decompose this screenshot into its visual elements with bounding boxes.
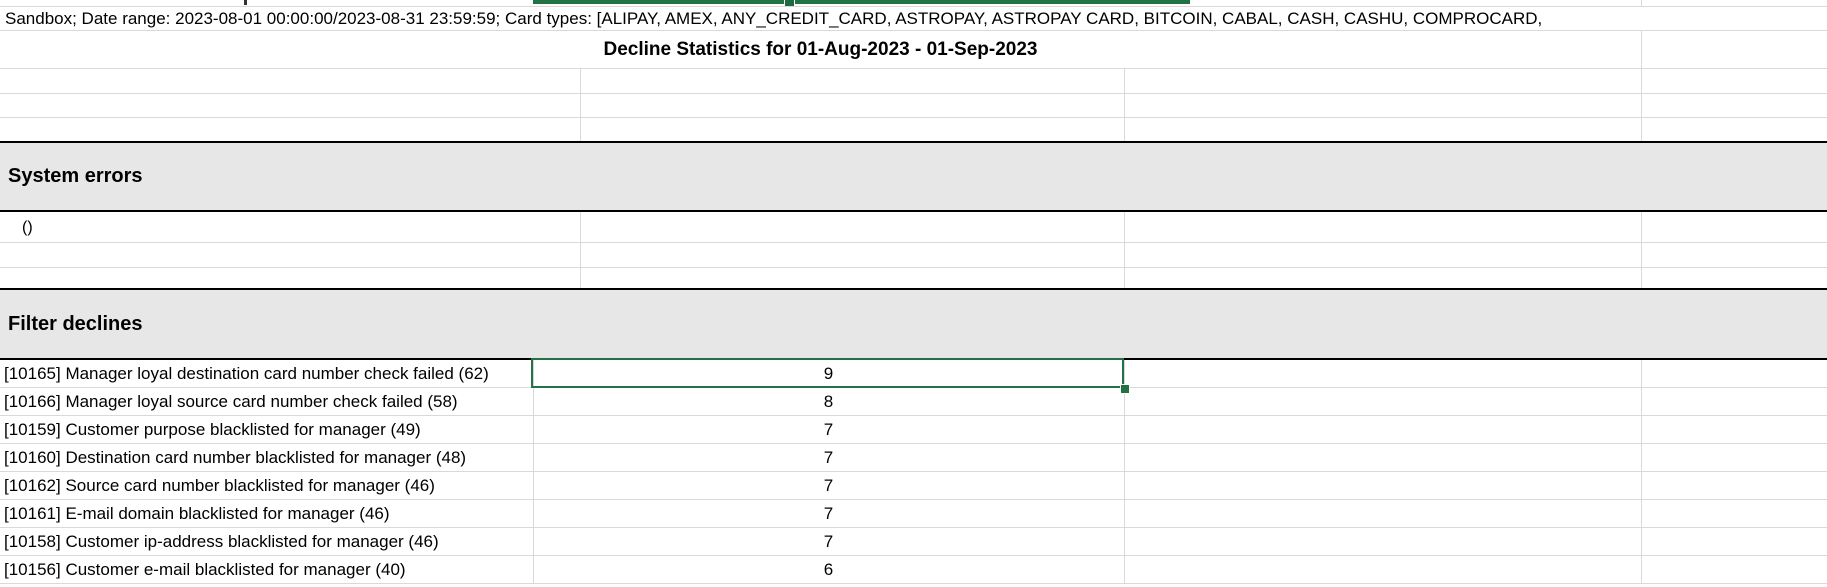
decline-count-cell[interactable]: 7	[823, 420, 834, 439]
decline-reason-cell[interactable]: [10162] Source card number blacklisted f…	[4, 476, 435, 495]
column-border	[1641, 31, 1642, 141]
decline-count-cell[interactable]: 9	[823, 364, 834, 383]
section-header-filter-declines[interactable]: Filter declines	[0, 290, 1827, 358]
column-border	[1641, 360, 1642, 584]
decline-count-cell[interactable]: 6	[823, 560, 834, 579]
section-header-system-errors[interactable]: System errors	[0, 143, 1827, 210]
system-error-cell[interactable]: ()	[22, 219, 33, 236]
fill-handle[interactable]	[1120, 384, 1130, 394]
row-border	[0, 93, 1827, 94]
decline-row: [10166] Manager loyal source card number…	[0, 388, 1827, 416]
section-divider	[0, 288, 1827, 290]
selection-border-remnant	[533, 0, 1190, 4]
column-border	[1641, 0, 1642, 6]
decline-reason-cell[interactable]: [10161] E-mail domain blacklisted for ma…	[4, 504, 390, 523]
decline-reason-cell[interactable]: [10158] Customer ip-address blacklisted …	[4, 532, 439, 551]
decline-row: [10160] Destination card number blacklis…	[0, 444, 1827, 472]
clipped-text-mark	[244, 0, 247, 5]
column-border	[1124, 212, 1125, 288]
decline-row: [10165] Manager loyal destination card n…	[0, 360, 1827, 388]
decline-row: [10156] Customer e-mail blacklisted for …	[0, 556, 1827, 584]
column-border	[1641, 212, 1642, 288]
decline-count-cell[interactable]: 7	[823, 532, 834, 551]
decline-row: [10158] Customer ip-address blacklisted …	[0, 528, 1827, 556]
decline-count-cell[interactable]: 7	[823, 448, 834, 467]
decline-row: [10161] E-mail domain blacklisted for ma…	[0, 500, 1827, 528]
column-border	[580, 69, 581, 141]
row-border	[0, 30, 1827, 31]
row-border	[0, 6, 1827, 7]
row-border	[0, 267, 1827, 268]
decline-rows: [10165] Manager loyal destination card n…	[0, 360, 1827, 584]
section-header-label: System errors	[8, 165, 143, 187]
column-border	[533, 360, 534, 584]
column-border	[580, 212, 581, 288]
column-border	[1124, 360, 1125, 584]
row-border	[0, 117, 1827, 118]
decline-count-cell[interactable]: 7	[823, 476, 834, 495]
clipped-row-above	[0, 0, 1827, 6]
decline-reason-cell[interactable]: [10165] Manager loyal destination card n…	[4, 364, 489, 383]
decline-reason-cell[interactable]: [10166] Manager loyal source card number…	[4, 392, 458, 411]
fill-handle-remnant[interactable]	[784, 0, 795, 6]
report-title: Decline Statistics for 01-Aug-2023 - 01-…	[603, 39, 1038, 60]
row-border	[0, 68, 1827, 69]
report-meta-cell[interactable]: Sandbox; Date range: 2023-08-01 00:00:00…	[5, 9, 1543, 28]
section-divider	[0, 141, 1827, 143]
decline-reason-cell[interactable]: [10159] Customer purpose blacklisted for…	[4, 420, 421, 439]
decline-count-cell[interactable]: 7	[823, 504, 834, 523]
section-header-label: Filter declines	[8, 312, 143, 335]
decline-count-cell[interactable]: 8	[823, 392, 834, 411]
decline-reason-cell[interactable]: [10160] Destination card number blacklis…	[4, 448, 467, 467]
decline-reason-cell[interactable]: [10156] Customer e-mail blacklisted for …	[4, 560, 406, 579]
section-divider	[0, 210, 1827, 212]
column-border	[1124, 69, 1125, 141]
row-border	[0, 242, 1827, 243]
report-title-cell[interactable]: Decline Statistics for 01-Aug-2023 - 01-…	[0, 31, 1642, 69]
decline-row: [10159] Customer purpose blacklisted for…	[0, 416, 1827, 444]
decline-row: [10162] Source card number blacklisted f…	[0, 472, 1827, 500]
